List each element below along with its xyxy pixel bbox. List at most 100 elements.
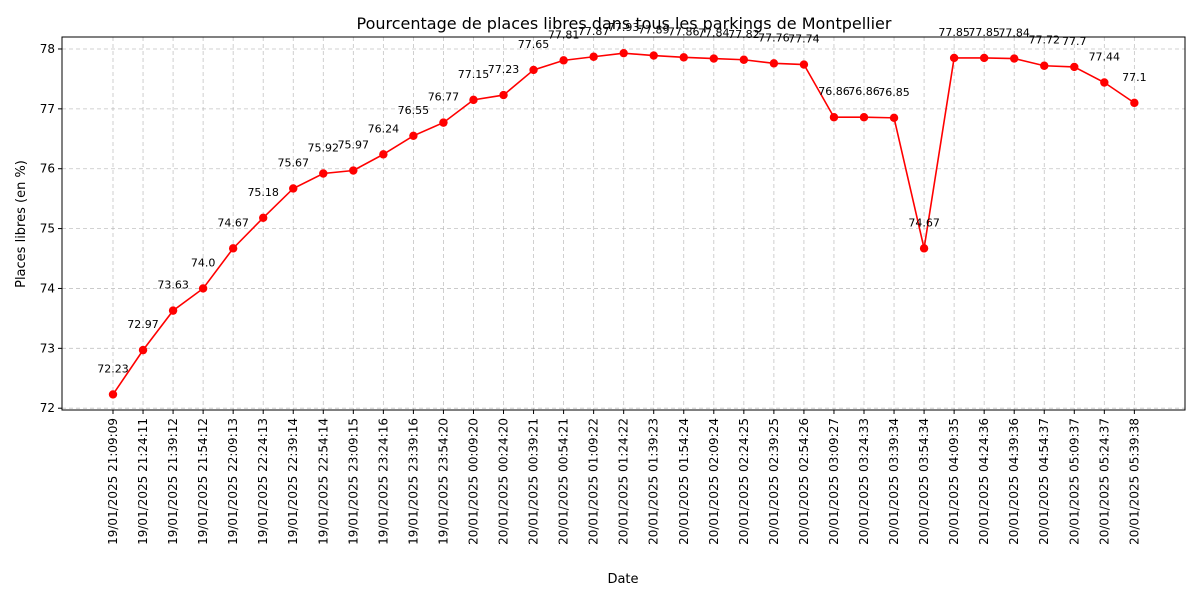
data-label: 77.15 <box>458 68 490 81</box>
x-tick-label: 20/01/2025 03:39:34 <box>887 418 901 545</box>
data-label: 75.92 <box>308 142 340 155</box>
data-point <box>799 60 809 69</box>
data-point <box>589 52 598 61</box>
y-axis-title: Places libres (en %) <box>14 160 29 288</box>
x-tick-label: 19/01/2025 21:24:11 <box>136 418 150 545</box>
data-label: 77.84 <box>698 27 730 40</box>
data-point <box>619 48 628 58</box>
data-point <box>529 65 538 75</box>
data-point <box>559 56 568 65</box>
series-line-group <box>108 48 1139 399</box>
data-label: 77.76 <box>758 31 790 44</box>
x-tick-label: 20/01/2025 01:09:22 <box>587 418 601 545</box>
data-point <box>649 51 658 60</box>
y-axis: 72 73 74 75 76 77 78 <box>40 42 62 415</box>
data-label: 74.67 <box>908 216 940 229</box>
data-label: 77.84 <box>998 27 1030 40</box>
x-axis: 19/01/2025 21:09:09 19/01/2025 21:24:11 19… <box>106 410 1141 545</box>
y-tick-label: 78 <box>40 42 55 56</box>
data-label: 75.18 <box>247 186 279 199</box>
data-point <box>919 244 929 253</box>
data-labels-group: 72.2372.9773.6374.074.6775.1875.6775.927… <box>97 21 1146 375</box>
data-label: 76.55 <box>398 104 430 117</box>
y-tick-label: 72 <box>40 401 55 415</box>
data-label: 77.74 <box>788 33 820 46</box>
data-point <box>409 131 418 140</box>
x-tick-label: 20/01/2025 00:54:21 <box>557 418 571 545</box>
data-point <box>1040 61 1049 70</box>
x-tick-label: 20/01/2025 02:24:25 <box>737 418 751 545</box>
y-tick-label: 74 <box>40 281 55 295</box>
x-tick-label: 20/01/2025 02:09:24 <box>707 418 721 545</box>
data-label: 74.67 <box>217 216 249 229</box>
data-point <box>769 59 779 68</box>
data-point <box>949 53 959 63</box>
data-point <box>499 90 508 100</box>
chart-title: Pourcentage de places libres dans tous l… <box>357 14 892 33</box>
data-point <box>679 53 688 62</box>
data-label: 77.23 <box>488 63 520 76</box>
data-label: 77.93 <box>608 21 640 34</box>
x-tick-label: 19/01/2025 22:54:14 <box>316 418 330 545</box>
data-label: 77.82 <box>728 28 760 41</box>
data-label: 77.7 <box>1062 35 1087 48</box>
x-tick-label: 20/01/2025 05:09:37 <box>1067 418 1081 545</box>
y-tick-label: 73 <box>40 341 55 355</box>
data-point <box>259 213 268 223</box>
data-label: 76.77 <box>428 91 460 104</box>
data-point <box>198 284 208 293</box>
data-label: 77.86 <box>668 25 700 38</box>
grid <box>62 37 1185 410</box>
data-label: 73.63 <box>157 279 189 292</box>
x-tick-label: 20/01/2025 01:39:23 <box>647 418 661 545</box>
y-tick-label: 77 <box>40 102 55 116</box>
data-label: 72.97 <box>127 318 159 331</box>
data-point <box>1100 78 1109 87</box>
data-label: 76.86 <box>818 85 850 98</box>
x-tick-label: 20/01/2025 05:24:37 <box>1097 418 1111 545</box>
x-tick-label: 20/01/2025 03:09:27 <box>827 418 841 545</box>
x-tick-label: 20/01/2025 01:54:24 <box>677 418 691 545</box>
x-tick-label: 20/01/2025 04:24:36 <box>977 418 991 545</box>
data-label: 77.85 <box>938 26 970 39</box>
data-point <box>349 166 358 175</box>
x-tick-label: 20/01/2025 04:39:36 <box>1007 418 1021 545</box>
data-point <box>1130 98 1139 108</box>
data-point <box>979 53 989 63</box>
data-label: 75.67 <box>277 156 309 169</box>
x-tick-label: 19/01/2025 23:09:15 <box>346 418 360 545</box>
x-tick-label: 19/01/2025 22:09:13 <box>226 418 240 545</box>
data-label: 76.85 <box>878 86 910 99</box>
data-point <box>739 55 749 64</box>
data-label: 77.1 <box>1122 71 1147 84</box>
data-point <box>289 184 298 193</box>
data-label: 77.85 <box>968 26 1000 39</box>
x-tick-label: 19/01/2025 21:09:09 <box>106 418 120 545</box>
data-point <box>1010 54 1019 63</box>
data-point <box>859 113 869 122</box>
x-tick-label: 20/01/2025 05:39:38 <box>1127 418 1141 545</box>
data-label: 77.87 <box>578 25 610 38</box>
x-tick-label: 20/01/2025 00:24:20 <box>497 418 511 545</box>
x-tick-label: 20/01/2025 00:09:20 <box>466 418 480 545</box>
x-axis-title: Date <box>607 572 638 587</box>
x-tick-label: 19/01/2025 23:54:20 <box>436 418 450 545</box>
data-point <box>439 118 448 127</box>
x-tick-label: 19/01/2025 21:39:12 <box>166 418 180 545</box>
x-tick-label: 20/01/2025 02:54:26 <box>797 418 811 545</box>
x-tick-label: 19/01/2025 21:54:12 <box>196 418 210 545</box>
data-label: 77.72 <box>1028 34 1060 47</box>
data-point <box>889 113 899 123</box>
data-label: 77.89 <box>638 24 670 37</box>
data-label: 76.86 <box>848 85 880 98</box>
data-label: 74.0 <box>191 256 216 269</box>
x-tick-label: 20/01/2025 03:24:33 <box>857 418 871 545</box>
x-tick-label: 20/01/2025 03:54:34 <box>917 418 931 545</box>
data-label: 75.97 <box>338 139 370 152</box>
x-tick-label: 19/01/2025 22:24:13 <box>256 418 270 545</box>
x-tick-label: 19/01/2025 23:24:16 <box>376 418 390 545</box>
y-tick-label: 75 <box>40 222 55 236</box>
data-label: 77.65 <box>518 38 550 51</box>
